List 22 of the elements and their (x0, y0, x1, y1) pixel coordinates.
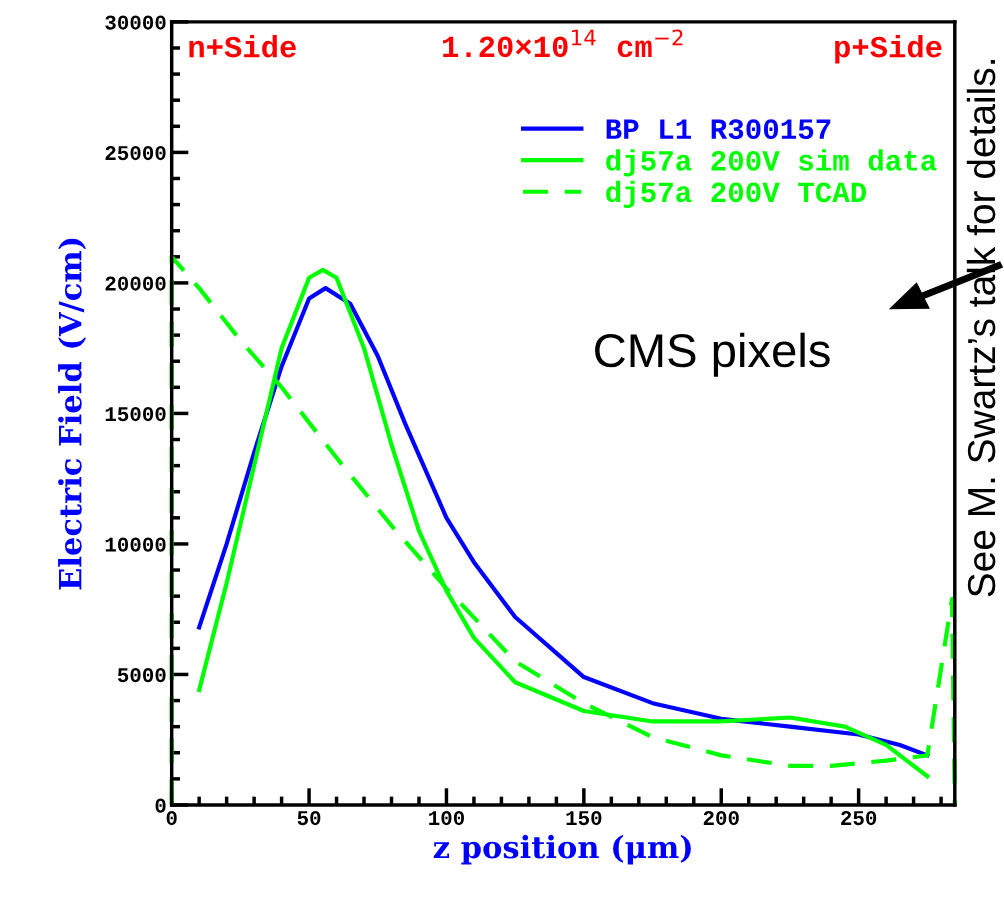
y-tick-label: 0 (155, 798, 166, 813)
x-tick-label: 100 (429, 810, 465, 826)
annotation: p+Side (835, 35, 942, 64)
x-tick-label: 150 (566, 810, 602, 826)
y-tick-label: 10000 (105, 537, 166, 552)
legend-label: BP L1 R300157 (606, 119, 831, 140)
y-tick-label: 20000 (105, 276, 166, 291)
annotation: n+Side (189, 35, 296, 58)
x-tick-label: 200 (703, 810, 739, 826)
y-tick-label: 15000 (105, 407, 166, 422)
annotation: CMS pixels (595, 332, 830, 377)
y-tick-label: 30000 (105, 15, 166, 30)
x-tick-label: 50 (297, 810, 321, 826)
annotation: 1.20×10$^{14}$ cm$^{−2}$ (443, 29, 683, 58)
legend-label: dj57a 200V sim data (606, 149, 937, 177)
x-tick-label: 250 (841, 810, 877, 826)
y-tick-label: 25000 (105, 146, 166, 161)
y-axis-title: Electric Field (V/cm) (58, 238, 87, 590)
x-axis-title: z position (μm) (433, 834, 691, 865)
x-tick-label: 0 (166, 810, 177, 826)
legend-label: dj57a 200V TCAD (606, 180, 867, 209)
y-tick-label: 5000 (117, 668, 166, 683)
